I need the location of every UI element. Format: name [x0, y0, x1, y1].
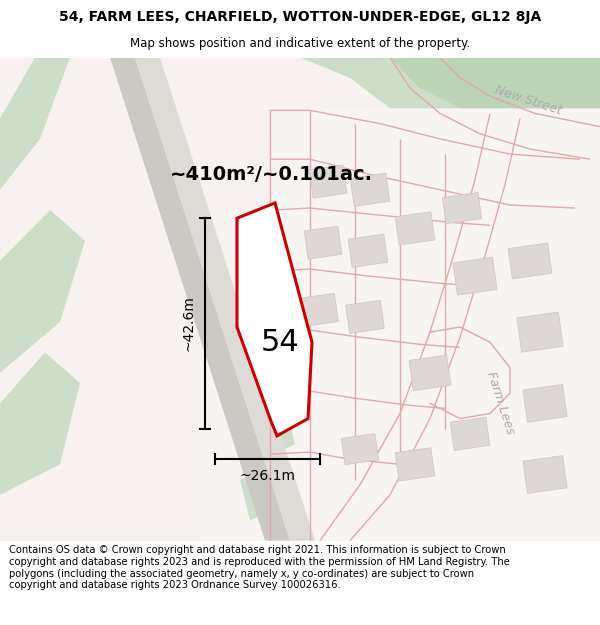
Polygon shape: [237, 203, 312, 436]
Polygon shape: [390, 58, 600, 159]
Text: ~26.1m: ~26.1m: [239, 469, 296, 483]
Polygon shape: [110, 58, 290, 541]
Bar: [395, 212, 435, 245]
Bar: [442, 192, 482, 224]
Text: 54: 54: [260, 328, 299, 357]
Bar: [346, 300, 384, 334]
Polygon shape: [0, 210, 85, 372]
Bar: [304, 226, 342, 259]
Polygon shape: [200, 108, 600, 541]
Polygon shape: [240, 464, 290, 520]
Text: Map shows position and indicative extent of the property.: Map shows position and indicative extent…: [130, 37, 470, 49]
Polygon shape: [0, 352, 80, 495]
Text: ~42.6m: ~42.6m: [182, 296, 196, 351]
Bar: [523, 456, 567, 494]
Bar: [302, 293, 338, 326]
Text: Farm Lees: Farm Lees: [484, 371, 516, 436]
Bar: [348, 234, 388, 268]
Bar: [309, 165, 347, 198]
Bar: [450, 417, 490, 451]
Text: Contains OS data © Crown copyright and database right 2021. This information is : Contains OS data © Crown copyright and d…: [9, 545, 510, 590]
Bar: [523, 384, 567, 423]
Polygon shape: [0, 58, 70, 190]
Text: 54, FARM LEES, CHARFIELD, WOTTON-UNDER-EDGE, GL12 8JA: 54, FARM LEES, CHARFIELD, WOTTON-UNDER-E…: [59, 10, 541, 24]
Bar: [453, 258, 497, 295]
Polygon shape: [255, 403, 295, 459]
Bar: [350, 173, 390, 206]
Text: ~410m²/~0.101ac.: ~410m²/~0.101ac.: [170, 165, 373, 184]
Bar: [508, 243, 552, 279]
Polygon shape: [135, 58, 315, 541]
Polygon shape: [300, 58, 600, 241]
Bar: [517, 312, 563, 352]
Bar: [409, 355, 451, 391]
Bar: [395, 448, 435, 481]
Bar: [341, 434, 379, 464]
Text: New Street: New Street: [493, 83, 563, 117]
